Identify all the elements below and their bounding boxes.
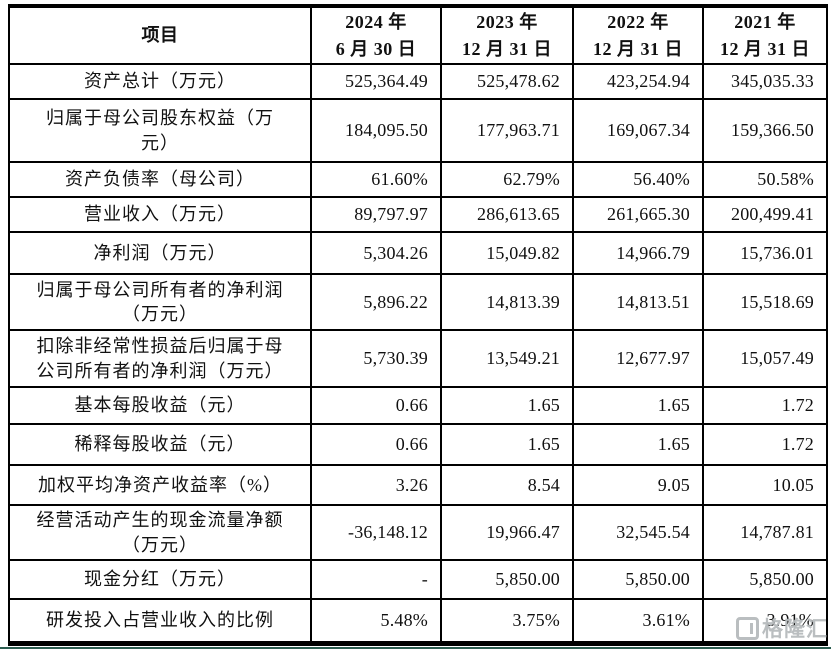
- cell-value: 177,963.71: [440, 98, 574, 163]
- cell-value: 1.65: [572, 386, 704, 425]
- cell-value: 1.65: [440, 386, 574, 425]
- cell-value: 5,304.26: [310, 231, 442, 275]
- header-line2: 12 月 31 日: [462, 38, 552, 59]
- row-label: 经营活动产生的现金流量净额 （万元）: [8, 504, 312, 561]
- table-row-weighted-roe: 加权平均净资产收益率（%） 3.26 8.54 9.05 10.05: [8, 464, 828, 506]
- cell-value: 1.65: [440, 423, 574, 466]
- cell-value: 5,850.00: [440, 559, 574, 600]
- header-line1: 2024 年: [345, 12, 407, 33]
- table-row-debt-ratio: 资产负债率（母公司） 61.60% 62.79% 56.40% 50.58%: [8, 161, 828, 198]
- row-label: 研发投入占营业收入的比例: [8, 598, 312, 644]
- header-line2: 12 月 31 日: [593, 38, 683, 59]
- cell-value: 14,813.39: [440, 273, 574, 331]
- cell-value: 184,095.50: [310, 98, 442, 163]
- cell-value: 0.66: [310, 386, 442, 425]
- cell-value: 12,677.97: [572, 329, 704, 388]
- cell-value: 5.48%: [310, 598, 442, 644]
- cell-value: -36,148.12: [310, 504, 442, 561]
- table-row-rd-ratio: 研发投入占营业收入的比例 5.48% 3.75% 3.61% 3.91%: [8, 598, 828, 644]
- cell-value: 3.91%: [702, 598, 828, 644]
- cell-value: 89,797.97: [310, 196, 442, 233]
- row-label: 资产总计（万元）: [8, 63, 312, 100]
- cell-value: 15,736.01: [702, 231, 828, 275]
- row-label: 归属于母公司所有者的净利润 （万元）: [8, 273, 312, 331]
- cell-value: 525,364.49: [310, 63, 442, 100]
- table-row-deducted-net-profit: 扣除非经常性损益后归属于母 公司所有者的净利润（万元） 5,730.39 13,…: [8, 329, 828, 388]
- header-row: 项目 2024 年 6 月 30 日 2023 年 12 月 31 日 2022 年…: [8, 5, 828, 65]
- table-row-operating-cash-flow: 经营活动产生的现金流量净额 （万元） -36,148.12 19,966.47 …: [8, 504, 828, 561]
- row-label: 归属于母公司股东权益（万 元）: [8, 98, 312, 163]
- column-header-2023: 2023 年 12 月 31 日: [440, 5, 574, 65]
- cell-value: 19,966.47: [440, 504, 574, 561]
- cell-value: 61.60%: [310, 161, 442, 198]
- header-line1: 2022 年: [607, 12, 669, 33]
- cell-value: 169,067.34: [572, 98, 704, 163]
- column-header-2022: 2022 年 12 月 31 日: [572, 5, 704, 65]
- header-line1: 2021 年: [734, 12, 796, 33]
- cell-value: 9.05: [572, 464, 704, 506]
- header-line2: 12 月 31 日: [720, 38, 810, 59]
- row-label: 现金分红（万元）: [8, 559, 312, 600]
- table-row-parent-net-profit: 归属于母公司所有者的净利润 （万元） 5,896.22 14,813.39 14…: [8, 273, 828, 331]
- cell-value: 3.75%: [440, 598, 574, 644]
- cell-value: 5,850.00: [702, 559, 828, 600]
- cell-value: 525,478.62: [440, 63, 574, 100]
- cell-value: 15,049.82: [440, 231, 574, 275]
- cell-value: 1.72: [702, 386, 828, 425]
- column-header-item: 项目: [8, 5, 312, 65]
- row-label: 净利润（万元）: [8, 231, 312, 275]
- header-line1: 2023 年: [476, 12, 538, 33]
- bottom-edge-line: [0, 647, 831, 649]
- table-row-net-profit: 净利润（万元） 5,304.26 15,049.82 14,966.79 15,…: [8, 231, 828, 275]
- cell-value: 200,499.41: [702, 196, 828, 233]
- cell-value: 261,665.30: [572, 196, 704, 233]
- cell-value: 15,057.49: [702, 329, 828, 388]
- table-row-diluted-eps: 稀释每股收益（元） 0.66 1.65 1.65 1.72: [8, 423, 828, 466]
- column-header-2021: 2021 年 12 月 31 日: [702, 5, 828, 65]
- table-row-revenue: 营业收入（万元） 89,797.97 286,613.65 261,665.30…: [8, 196, 828, 233]
- cell-value: 159,366.50: [702, 98, 828, 163]
- column-header-2024: 2024 年 6 月 30 日: [310, 5, 442, 65]
- cell-value: 345,035.33: [702, 63, 828, 100]
- cell-value: 14,966.79: [572, 231, 704, 275]
- cell-value: 62.79%: [440, 161, 574, 198]
- cell-value: 15,518.69: [702, 273, 828, 331]
- row-label: 营业收入（万元）: [8, 196, 312, 233]
- table-row-cash-dividend: 现金分红（万元） - 5,850.00 5,850.00 5,850.00: [8, 559, 828, 600]
- cell-value: 50.58%: [702, 161, 828, 198]
- table-row-parent-equity: 归属于母公司股东权益（万 元） 184,095.50 177,963.71 16…: [8, 98, 828, 163]
- cell-value: 14,813.51: [572, 273, 704, 331]
- cell-value: 423,254.94: [572, 63, 704, 100]
- cell-value: 1.65: [572, 423, 704, 466]
- financial-summary-table: 项目 2024 年 6 月 30 日 2023 年 12 月 31 日 2022 年…: [8, 4, 828, 646]
- cell-value: 10.05: [702, 464, 828, 506]
- cell-value: 32,545.54: [572, 504, 704, 561]
- row-label: 扣除非经常性损益后归属于母 公司所有者的净利润（万元）: [8, 329, 312, 388]
- cell-value: 14,787.81: [702, 504, 828, 561]
- cell-value: 5,896.22: [310, 273, 442, 331]
- cell-value: 5,730.39: [310, 329, 442, 388]
- cell-value: 56.40%: [572, 161, 704, 198]
- row-label: 基本每股收益（元）: [8, 386, 312, 425]
- row-label: 稀释每股收益（元）: [8, 423, 312, 466]
- cell-value: 13,549.21: [440, 329, 574, 388]
- table-row-basic-eps: 基本每股收益（元） 0.66 1.65 1.65 1.72: [8, 386, 828, 425]
- cell-value: 5,850.00: [572, 559, 704, 600]
- row-label: 加权平均净资产收益率（%）: [8, 464, 312, 506]
- cell-value: -: [310, 559, 442, 600]
- cell-value: 1.72: [702, 423, 828, 466]
- cell-value: 3.26: [310, 464, 442, 506]
- cell-value: 8.54: [440, 464, 574, 506]
- cell-value: 0.66: [310, 423, 442, 466]
- cell-value: 286,613.65: [440, 196, 574, 233]
- cell-value: 3.61%: [572, 598, 704, 644]
- header-line2: 6 月 30 日: [335, 38, 417, 59]
- row-label: 资产负债率（母公司）: [8, 161, 312, 198]
- table-row-total-assets: 资产总计（万元） 525,364.49 525,478.62 423,254.9…: [8, 63, 828, 100]
